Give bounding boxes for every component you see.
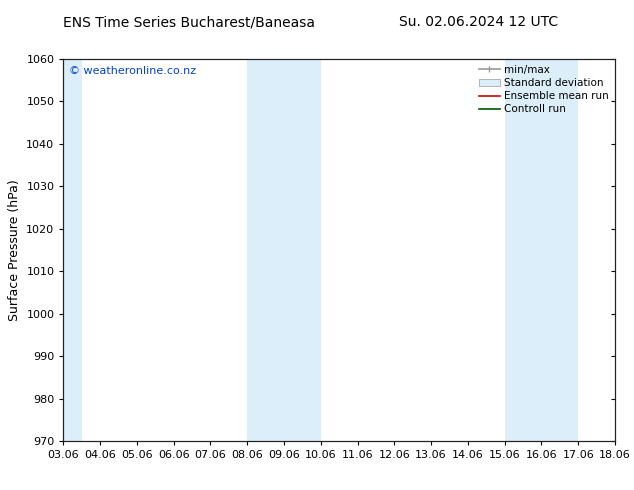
Legend: min/max, Standard deviation, Ensemble mean run, Controll run: min/max, Standard deviation, Ensemble me… [475, 61, 613, 119]
Text: Su. 02.06.2024 12 UTC: Su. 02.06.2024 12 UTC [399, 15, 559, 29]
Y-axis label: Surface Pressure (hPa): Surface Pressure (hPa) [8, 179, 21, 321]
Bar [247, 59, 321, 441]
Text: © weatheronline.co.nz: © weatheronline.co.nz [69, 67, 196, 76]
Text: ENS Time Series Bucharest/Baneasa: ENS Time Series Bucharest/Baneasa [63, 15, 315, 29]
Bar [63, 59, 82, 441]
Bar [505, 59, 578, 441]
